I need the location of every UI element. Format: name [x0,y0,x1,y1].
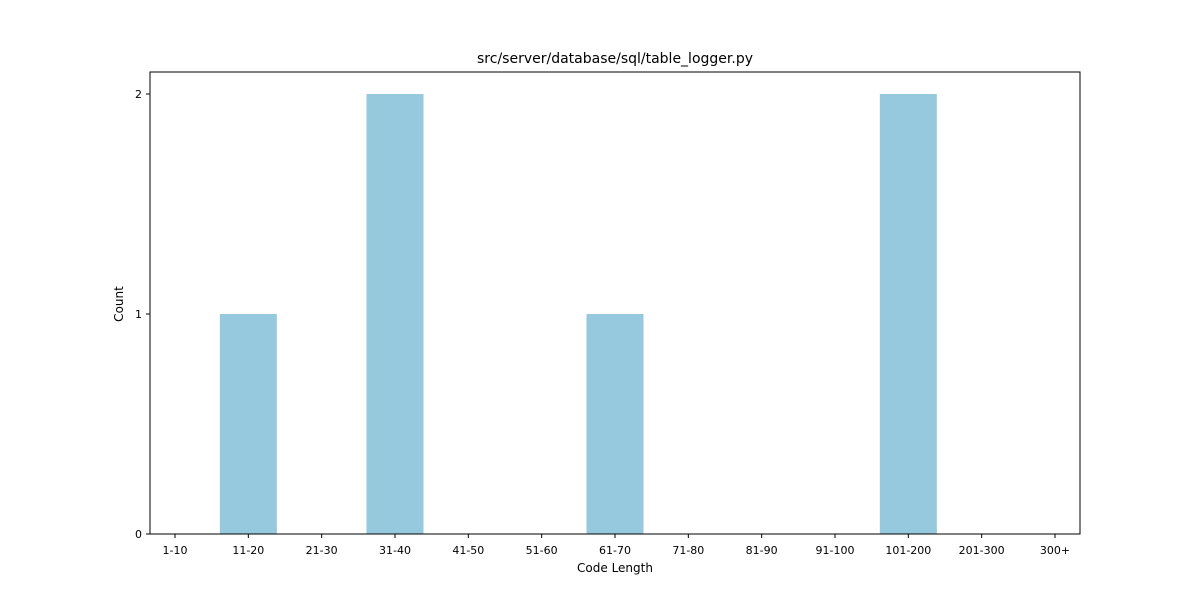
x-tick-label: 1-10 [163,544,188,557]
bar-11-20 [219,314,277,534]
x-tick-label: 81-90 [746,544,778,557]
bars-layer [219,94,937,534]
ticks-layer: 1-10 11-20 21-30 31-40 41-50 51-60 61-70 71-80 8… [135,88,1070,557]
x-tick-label: 101-200 [885,544,931,557]
y-tick-label: 0 [135,528,142,541]
y-tick-label: 1 [135,308,142,321]
plot-frame [149,71,1081,535]
x-tick-label: 41-50 [452,544,484,557]
x-axis-label: Code Length [577,561,653,575]
y-tick-label: 2 [135,88,142,101]
x-tick-label: 300+ [1040,544,1070,557]
x-tick-label: 51-60 [526,544,558,557]
x-tick-label: 61-70 [599,544,631,557]
x-tick-label: 11-20 [232,544,264,557]
bar-101-200 [879,94,937,534]
x-tick-label: 201-300 [959,544,1005,557]
x-tick-label: 21-30 [306,544,338,557]
y-axis-label: Count [112,286,126,322]
bar-61-70 [586,314,644,534]
bar-31-40 [366,94,424,534]
x-tick-label: 91-100 [816,544,855,557]
x-tick-label: 31-40 [379,544,411,557]
chart-title: src/server/database/sql/table_logger.py [477,51,753,67]
x-tick-label: 71-80 [672,544,704,557]
